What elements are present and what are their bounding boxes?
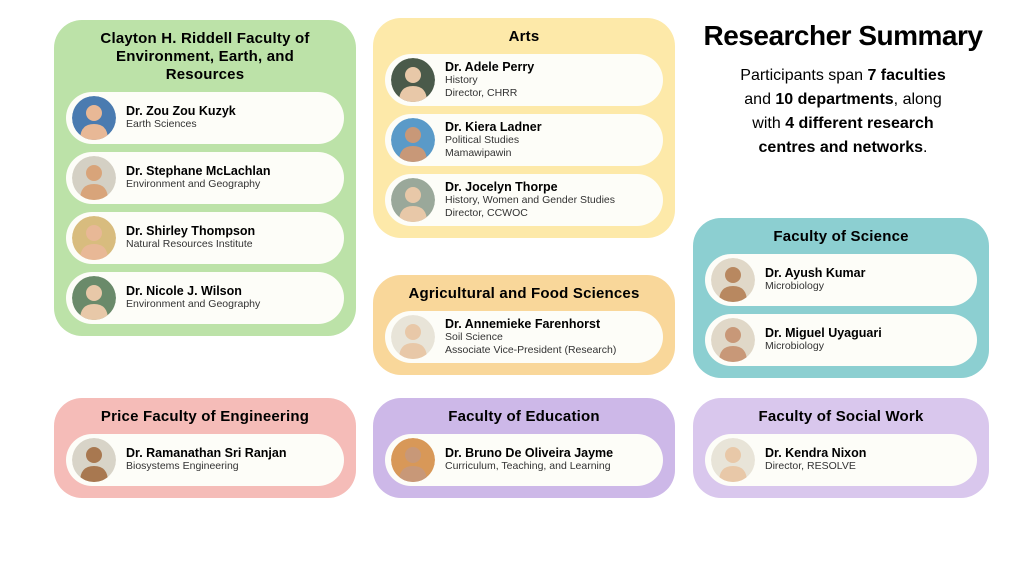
- person-info: Dr. Ramanathan Sri RanjanBiosystems Engi…: [126, 446, 330, 473]
- person-card: Dr. Kiera LadnerPolitical StudiesMamawip…: [385, 114, 663, 166]
- person-info: Dr. Stephane McLachlanEnvironment and Ge…: [126, 164, 330, 191]
- person-name: Dr. Stephane McLachlan: [126, 164, 330, 178]
- person-dept: Curriculum, Teaching, and Learning: [445, 460, 649, 473]
- avatar: [391, 315, 435, 359]
- faculty-title: Clayton H. Riddell Faculty ofEnvironment…: [66, 30, 344, 84]
- summary-title: Researcher Summary: [693, 20, 993, 52]
- person-info: Dr. Adele PerryHistoryDirector, CHRR: [445, 60, 649, 100]
- avatar: [72, 438, 116, 482]
- person-name: Dr. Bruno De Oliveira Jayme: [445, 446, 649, 460]
- person-info: Dr. Annemieke FarenhorstSoil ScienceAsso…: [445, 317, 649, 357]
- person-dept: Microbiology: [765, 340, 963, 353]
- person-info: Dr. Zou Zou KuzykEarth Sciences: [126, 104, 330, 131]
- avatar: [711, 438, 755, 482]
- person-name: Dr. Zou Zou Kuzyk: [126, 104, 330, 118]
- person-info: Dr. Miguel UyaguariMicrobiology: [765, 326, 963, 353]
- person-card: Dr. Ramanathan Sri RanjanBiosystems Engi…: [66, 434, 344, 486]
- faculty-title: Arts: [385, 28, 663, 46]
- person-card: Dr. Shirley ThompsonNatural Resources In…: [66, 212, 344, 264]
- person-dept: Natural Resources Institute: [126, 238, 330, 251]
- person-name: Dr. Annemieke Farenhorst: [445, 317, 649, 331]
- person-dept: Biosystems Engineering: [126, 460, 330, 473]
- person-name: Dr. Ramanathan Sri Ranjan: [126, 446, 330, 460]
- avatar: [391, 178, 435, 222]
- person-dept: HistoryDirector, CHRR: [445, 74, 649, 100]
- person-card: Dr. Kendra NixonDirector, RESOLVE: [705, 434, 977, 486]
- person-card: Dr. Zou Zou KuzykEarth Sciences: [66, 92, 344, 144]
- person-dept: Soil ScienceAssociate Vice-President (Re…: [445, 331, 649, 357]
- person-name: Dr. Jocelyn Thorpe: [445, 180, 649, 194]
- avatar: [391, 438, 435, 482]
- person-dept: Microbiology: [765, 280, 963, 293]
- person-name: Dr. Kiera Ladner: [445, 120, 649, 134]
- avatar: [72, 156, 116, 200]
- avatar: [72, 96, 116, 140]
- summary-text: Participants span 7 facultiesand 10 depa…: [693, 64, 993, 160]
- person-info: Dr. Kiera LadnerPolitical StudiesMamawip…: [445, 120, 649, 160]
- person-name: Dr. Ayush Kumar: [765, 266, 963, 280]
- person-card: Dr. Stephane McLachlanEnvironment and Ge…: [66, 152, 344, 204]
- faculty-box-arts: Arts Dr. Adele PerryHistoryDirector, CHR…: [373, 18, 675, 238]
- faculty-title: Faculty of Education: [385, 408, 663, 426]
- faculty-title: Faculty of Science: [705, 228, 977, 246]
- person-name: Dr. Miguel Uyaguari: [765, 326, 963, 340]
- person-card: Dr. Ayush KumarMicrobiology: [705, 254, 977, 306]
- person-name: Dr. Adele Perry: [445, 60, 649, 74]
- avatar: [72, 276, 116, 320]
- person-card: Dr. Nicole J. WilsonEnvironment and Geog…: [66, 272, 344, 324]
- person-card: Dr. Bruno De Oliveira JaymeCurriculum, T…: [385, 434, 663, 486]
- avatar: [711, 258, 755, 302]
- person-info: Dr. Kendra NixonDirector, RESOLVE: [765, 446, 963, 473]
- person-dept: History, Women and Gender StudiesDirecto…: [445, 194, 649, 220]
- person-dept: Earth Sciences: [126, 118, 330, 131]
- person-info: Dr. Jocelyn ThorpeHistory, Women and Gen…: [445, 180, 649, 220]
- person-info: Dr. Bruno De Oliveira JaymeCurriculum, T…: [445, 446, 649, 473]
- faculty-title: Agricultural and Food Sciences: [385, 285, 663, 303]
- faculty-box-agfood: Agricultural and Food Sciences Dr. Annem…: [373, 275, 675, 375]
- person-dept: Environment and Geography: [126, 178, 330, 191]
- person-card: Dr. Annemieke FarenhorstSoil ScienceAsso…: [385, 311, 663, 363]
- person-card: Dr. Miguel UyaguariMicrobiology: [705, 314, 977, 366]
- person-name: Dr. Nicole J. Wilson: [126, 284, 330, 298]
- faculty-box-engineering: Price Faculty of Engineering Dr. Ramanat…: [54, 398, 356, 498]
- person-name: Dr. Shirley Thompson: [126, 224, 330, 238]
- person-info: Dr. Ayush KumarMicrobiology: [765, 266, 963, 293]
- person-card: Dr. Adele PerryHistoryDirector, CHRR: [385, 54, 663, 106]
- faculty-box-riddell: Clayton H. Riddell Faculty ofEnvironment…: [54, 20, 356, 336]
- person-info: Dr. Shirley ThompsonNatural Resources In…: [126, 224, 330, 251]
- person-card: Dr. Jocelyn ThorpeHistory, Women and Gen…: [385, 174, 663, 226]
- person-name: Dr. Kendra Nixon: [765, 446, 963, 460]
- faculty-title: Price Faculty of Engineering: [66, 408, 344, 426]
- avatar: [72, 216, 116, 260]
- person-info: Dr. Nicole J. WilsonEnvironment and Geog…: [126, 284, 330, 311]
- avatar: [391, 118, 435, 162]
- avatar: [391, 58, 435, 102]
- avatar: [711, 318, 755, 362]
- person-dept: Political StudiesMamawipawin: [445, 134, 649, 160]
- faculty-box-socialwork: Faculty of Social Work Dr. Kendra NixonD…: [693, 398, 989, 498]
- faculty-box-education: Faculty of Education Dr. Bruno De Olivei…: [373, 398, 675, 498]
- faculty-box-science: Faculty of Science Dr. Ayush KumarMicrob…: [693, 218, 989, 378]
- person-dept: Environment and Geography: [126, 298, 330, 311]
- person-dept: Director, RESOLVE: [765, 460, 963, 473]
- faculty-title: Faculty of Social Work: [705, 408, 977, 426]
